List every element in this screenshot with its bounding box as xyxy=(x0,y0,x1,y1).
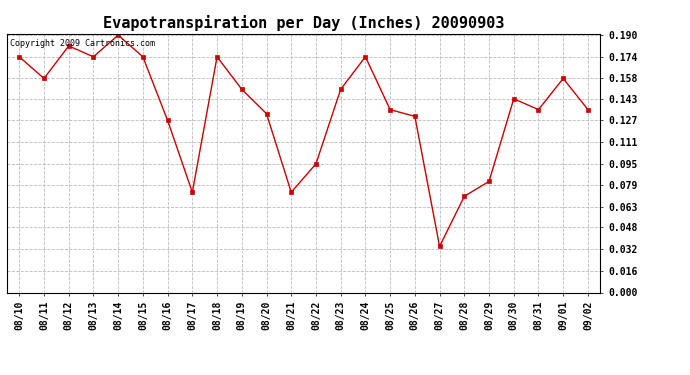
Text: Copyright 2009 Cartronics.com: Copyright 2009 Cartronics.com xyxy=(10,39,155,48)
Title: Evapotranspiration per Day (Inches) 20090903: Evapotranspiration per Day (Inches) 2009… xyxy=(103,15,504,31)
